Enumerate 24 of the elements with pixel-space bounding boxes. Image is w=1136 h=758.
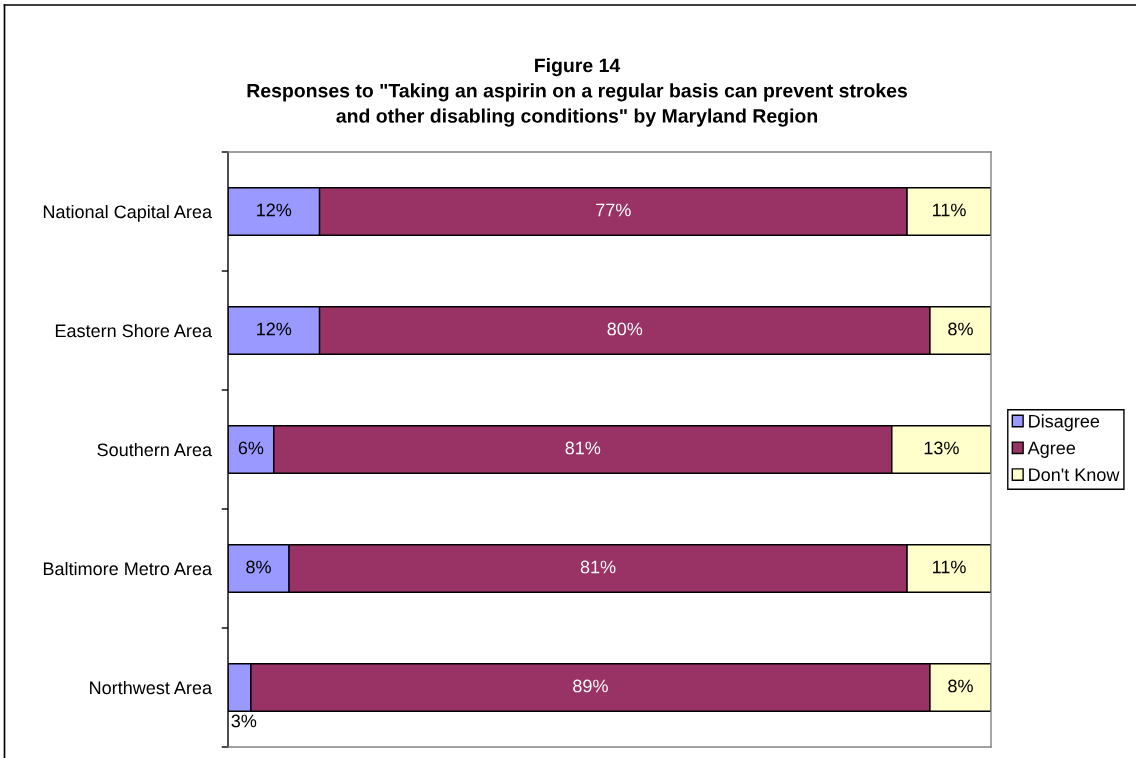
y-tick-label: National Capital Area	[43, 204, 213, 222]
data-label: 81%	[580, 560, 616, 574]
legend-label: Disagree	[1029, 414, 1100, 432]
data-label: 89%	[573, 679, 608, 693]
y-tick-label: Baltimore Metro Area	[43, 561, 213, 576]
data-label: 13%	[924, 441, 959, 455]
data-label: 3%	[231, 714, 257, 728]
data-label: 8%	[948, 679, 973, 693]
data-label: 80%	[607, 322, 643, 336]
y-tick-label: Northwest Area	[90, 680, 213, 695]
y-tick-label: Eastern Shore Area	[55, 323, 213, 338]
data-label: 8%	[948, 322, 973, 336]
data-label: 12%	[257, 322, 292, 336]
data-label: 77%	[596, 203, 631, 217]
data-label: 11%	[933, 203, 966, 217]
data-label: 12%	[257, 203, 292, 217]
data-label: 8%	[246, 560, 271, 574]
data-label: 81%	[565, 441, 601, 455]
y-tick-label: Southern Area	[97, 442, 213, 457]
legend-label: Agree	[1027, 441, 1076, 458]
data-label: 11%	[933, 560, 966, 574]
legend-label: Don't Know	[1029, 468, 1120, 482]
chart-title: Figure 14 Responses to "Taking an aspirin on a regular basis can prevent strokes and other disabling conditions" by Maryland Region	[247, 58, 907, 127]
data-label: 6%	[238, 441, 264, 455]
